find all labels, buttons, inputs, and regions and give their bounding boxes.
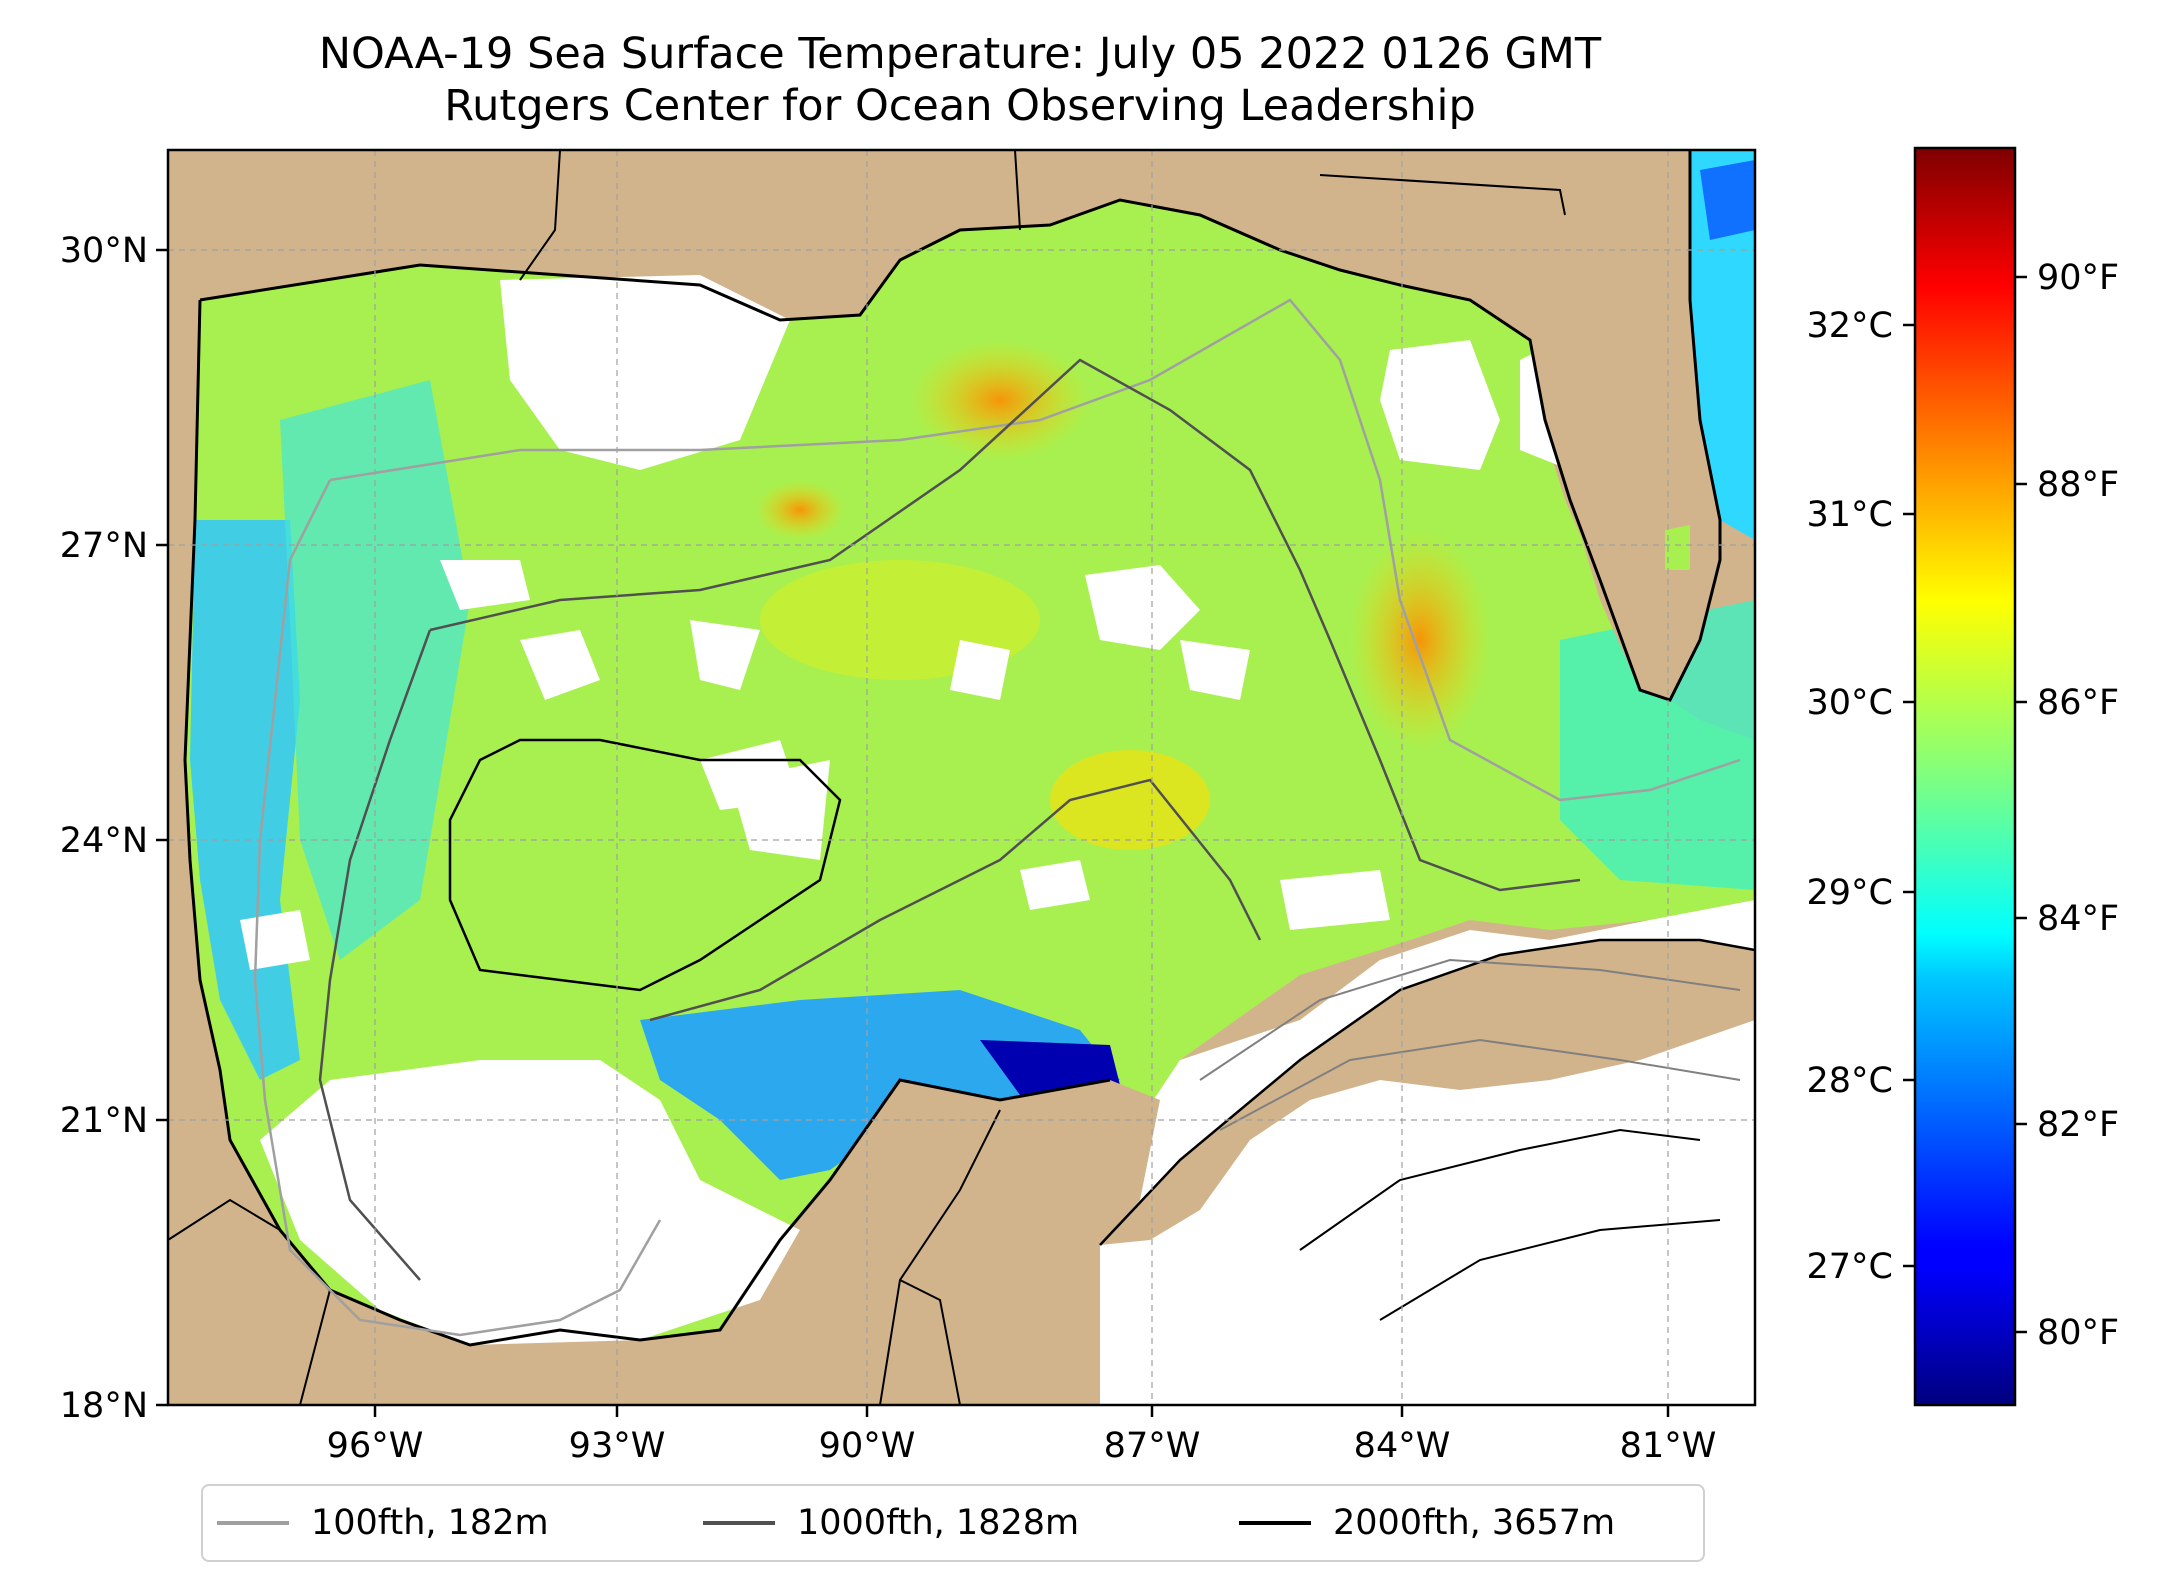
celsius-tick-label: 32°C	[1807, 306, 1893, 346]
lat-tick-label: 30°N	[60, 231, 148, 271]
fahrenheit-tick-label: 86°F	[2037, 683, 2119, 723]
celsius-tick-label: 27°C	[1807, 1247, 1893, 1287]
lat-tick-label: 21°N	[60, 1101, 148, 1141]
fahrenheit-tick-label: 90°F	[2037, 258, 2119, 298]
florida-land	[1450, 150, 1720, 700]
celsius-tick-label: 29°C	[1807, 873, 1893, 913]
lat-tick-marks	[156, 248, 168, 1407]
western-southern-coastline	[183, 299, 1111, 1347]
gridlines	[168, 150, 1755, 1405]
legend-label: 100fth, 182m	[311, 1503, 549, 1543]
yucatan-land	[760, 1080, 1160, 1405]
contour-100fth-north	[329, 298, 1741, 802]
legend-swatch-2000fth	[1239, 1521, 1311, 1525]
gulf-sst-field	[185, 200, 1755, 1345]
lon-tick-label: 96°W	[327, 1426, 424, 1466]
fahrenheit-tick-marks	[2015, 275, 2027, 1334]
legend-item: 2000fth, 3657m	[1239, 1486, 1615, 1560]
cuba-land	[1100, 940, 1755, 1245]
lon-tick-label: 93°W	[569, 1426, 666, 1466]
legend-item: 100fth, 182m	[217, 1486, 549, 1560]
contour-100fth-west	[253, 479, 662, 1337]
fahrenheit-tick-label: 88°F	[2037, 465, 2119, 505]
contour-1000fth-south	[649, 778, 1262, 1022]
contour-1000fth-west	[318, 629, 432, 1281]
dark-blue-strip	[980, 1040, 1120, 1095]
warm-patch-loop	[1350, 530, 1490, 750]
lon-tick-label: 90°W	[819, 1426, 916, 1466]
map-frame	[166, 148, 1757, 1407]
contour-1000fth-north	[429, 358, 1581, 892]
contour-caribbean-grey	[1199, 958, 1741, 1131]
celsius-tick-label: 28°C	[1807, 1061, 1893, 1101]
contour-legend: 100fth, 182m 1000fth, 1828m 2000fth, 365…	[201, 1484, 1705, 1562]
eastern-teal-region	[1560, 600, 1755, 890]
political-borders	[168, 150, 1566, 1405]
lake-okeechobee	[1665, 525, 1690, 570]
lon-tick-label: 81°W	[1620, 1426, 1717, 1466]
legend-swatch-1000fth	[703, 1521, 775, 1525]
legend-label: 1000fth, 1828m	[797, 1503, 1080, 1543]
legend-swatch-100fth	[217, 1521, 289, 1525]
legend-item: 1000fth, 1828m	[703, 1486, 1079, 1560]
chart-subtitle: Rutgers Center for Ocean Observing Leade…	[444, 81, 1476, 131]
celsius-tick-marks	[1903, 323, 1915, 1268]
lon-tick-marks	[373, 1405, 1670, 1417]
map-area	[168, 150, 1755, 1405]
legend-label: 2000fth, 3657m	[1333, 1503, 1616, 1543]
southern-cool-band	[640, 990, 1120, 1180]
atlantic-blue-patch	[1700, 160, 1755, 240]
northern-coastline	[199, 150, 1722, 702]
warm-patch-shelf	[755, 480, 845, 540]
contour-2000fth-caribbean	[1299, 1128, 1721, 1321]
warm-patch-delta	[910, 340, 1090, 460]
cuba-coastline	[1099, 938, 1755, 1246]
contour-2000fth-abyssal	[448, 738, 842, 992]
lat-tick-label: 24°N	[60, 821, 148, 861]
lat-tick-label: 18°N	[60, 1386, 148, 1426]
fahrenheit-tick-label: 80°F	[2037, 1313, 2119, 1353]
fahrenheit-tick-label: 82°F	[2037, 1105, 2119, 1145]
yellow-patch-center	[1050, 750, 1210, 850]
fahrenheit-tick-label: 84°F	[2037, 899, 2119, 939]
celsius-tick-label: 30°C	[1807, 683, 1893, 723]
celsius-tick-label: 31°C	[1807, 495, 1893, 535]
lon-tick-label: 87°W	[1104, 1426, 1201, 1466]
colorbar	[1913, 146, 2017, 1407]
lat-tick-label: 27°N	[60, 526, 148, 566]
chart-title: NOAA-19 Sea Surface Temperature: July 05…	[318, 29, 1602, 79]
lon-tick-label: 84°W	[1354, 1426, 1451, 1466]
